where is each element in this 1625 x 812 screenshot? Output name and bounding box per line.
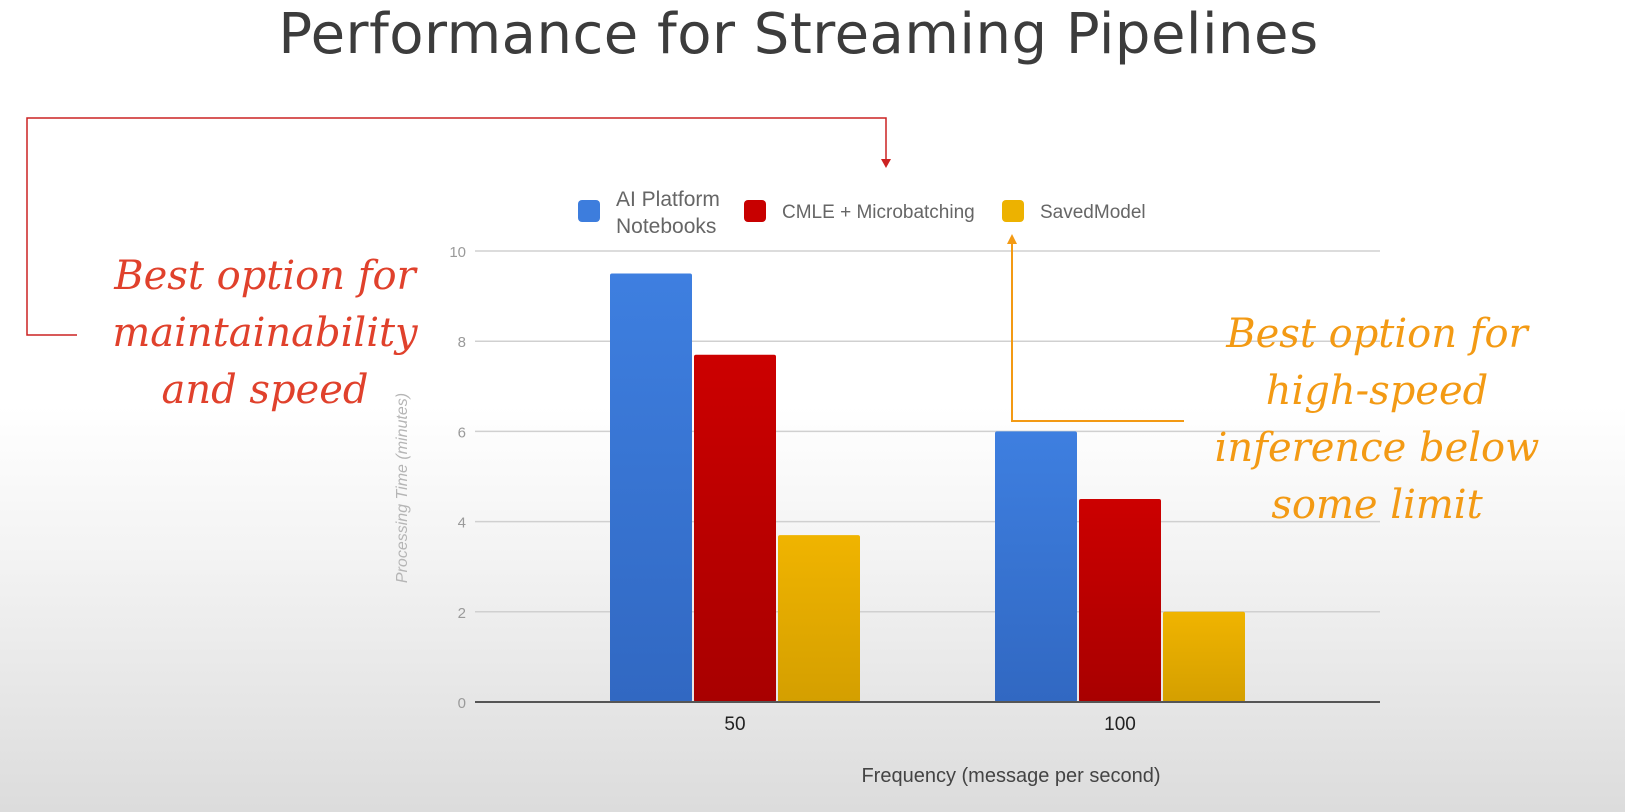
y-tick-label: 6 xyxy=(458,424,466,441)
annotation-line: and speed xyxy=(161,367,369,413)
bar-cmle-microbatching-100 xyxy=(1079,499,1161,702)
x-tick-label: 50 xyxy=(724,714,745,735)
slide-title: Performance for Streaming Pipelines xyxy=(278,2,1319,67)
bar-cmle-microbatching-50 xyxy=(694,354,776,702)
x-axis-title: Frequency (message per second) xyxy=(861,765,1160,787)
annotation-line: inference below xyxy=(1214,425,1540,471)
legend-label: SavedModel xyxy=(1040,202,1146,223)
annotation-line: maintainability xyxy=(112,310,418,356)
annotation-line: some limit xyxy=(1271,482,1483,528)
legend-label: AI Platform xyxy=(616,188,720,211)
annotation-line: high-speed xyxy=(1265,368,1489,414)
y-tick-label: 0 xyxy=(458,695,466,712)
x-tick-label: 100 xyxy=(1104,714,1136,735)
y-tick-label: 8 xyxy=(458,334,466,351)
annotation-maintainability: Best option for maintainability and spee… xyxy=(90,248,440,419)
bar-ai-platform-notebooks-50 xyxy=(610,273,692,702)
legend-label: Notebooks xyxy=(616,215,716,238)
y-axis-ticks: 0 2 4 6 8 10 xyxy=(449,244,466,712)
bar-savedmodel-50 xyxy=(778,535,860,702)
bar-savedmodel-100 xyxy=(1163,611,1245,702)
annotation-high-speed-inference: Best option for high-speed inference bel… xyxy=(1192,306,1562,534)
orange-arrowhead xyxy=(1007,234,1017,244)
legend-swatch xyxy=(744,200,766,222)
legend-label: CMLE + Microbatching xyxy=(782,202,975,223)
orange-arrow xyxy=(1011,242,1184,422)
y-tick-label: 10 xyxy=(449,244,466,261)
y-tick-label: 2 xyxy=(458,605,466,622)
bars xyxy=(610,273,1245,702)
red-bracket-arrow xyxy=(26,117,887,336)
annotation-line: Best option for xyxy=(1226,311,1528,357)
red-arrowhead xyxy=(881,159,891,168)
x-axis-ticks: 50 100 xyxy=(724,714,1135,735)
annotation-line: Best option for xyxy=(114,253,416,299)
y-axis-title: Processing Time (minutes) xyxy=(394,393,411,583)
y-tick-label: 4 xyxy=(458,515,466,532)
legend-swatch xyxy=(578,200,600,222)
legend: AI Platform Notebooks CMLE + Microbatching… xyxy=(578,188,1146,238)
legend-swatch xyxy=(1002,200,1024,222)
bar-ai-platform-notebooks-100 xyxy=(995,431,1077,702)
